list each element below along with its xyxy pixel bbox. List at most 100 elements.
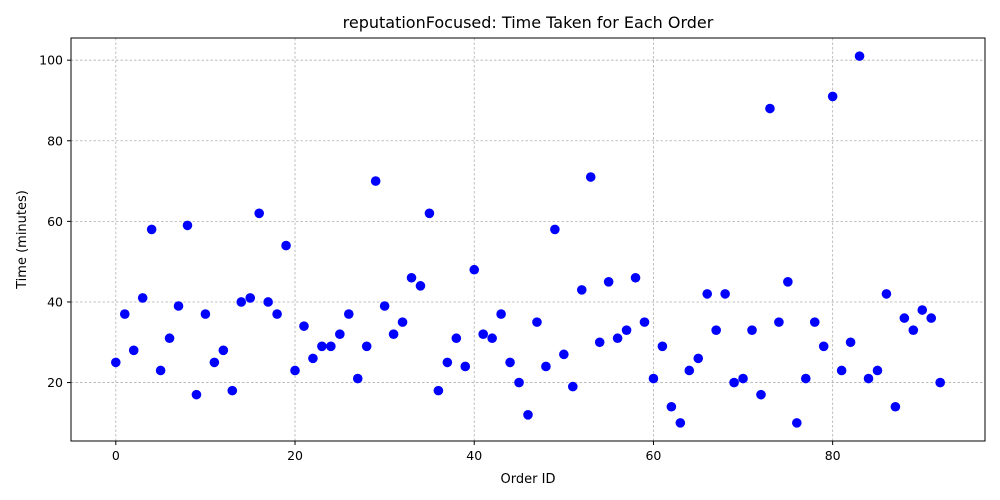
data-point (200, 309, 211, 319)
data-point (173, 301, 184, 311)
data-point (335, 329, 345, 340)
data-point (783, 277, 793, 287)
data-point (568, 381, 578, 392)
data-point (155, 365, 166, 376)
data-point (496, 309, 506, 319)
x-tick-label: 40 (466, 448, 482, 463)
x-axis-ticks: 0 20 40 60 80 (112, 441, 841, 463)
y-tick-label: 60 (47, 214, 63, 229)
data-point (738, 373, 748, 384)
data-point (935, 377, 945, 388)
data-point (917, 305, 928, 315)
data-point (872, 365, 883, 376)
data-point (415, 281, 426, 291)
x-tick-label: 20 (287, 448, 303, 463)
data-point (541, 361, 551, 372)
data-point (433, 385, 444, 396)
data-point (765, 103, 775, 114)
data-point (218, 345, 229, 356)
data-point (451, 333, 462, 344)
data-point (603, 277, 614, 287)
data-point (800, 373, 811, 384)
data-point (505, 357, 515, 368)
data-point (657, 341, 668, 352)
data-point (254, 208, 264, 219)
data-point (514, 377, 524, 388)
data-point (460, 361, 471, 372)
data-point (648, 373, 659, 384)
data-point (343, 309, 354, 319)
data-point (756, 389, 766, 400)
data-point (845, 337, 856, 348)
data-point (469, 264, 480, 275)
data-point (478, 329, 488, 340)
data-point (550, 224, 560, 235)
data-point (827, 91, 838, 102)
data-point (639, 317, 650, 327)
data-point (227, 385, 238, 396)
data-point (361, 341, 372, 352)
data-point (326, 341, 336, 352)
data-point (881, 289, 892, 299)
data-point (774, 317, 784, 327)
data-point (406, 272, 417, 283)
data-point (352, 373, 363, 384)
data-point (164, 333, 175, 344)
data-point (146, 224, 157, 235)
data-point (137, 293, 148, 303)
data-point (532, 317, 542, 327)
y-axis-label: Time (minutes) (15, 190, 30, 290)
grid-lines (71, 38, 985, 441)
plot-frame (70, 37, 986, 442)
y-tick-label: 40 (47, 294, 63, 309)
data-point (926, 313, 937, 323)
data-point (487, 333, 497, 344)
data-point (281, 240, 291, 251)
data-point (675, 418, 686, 428)
data-point (119, 309, 130, 319)
data-point (263, 297, 273, 307)
data-point (711, 325, 721, 335)
x-tick-label: 60 (645, 448, 661, 463)
data-points (111, 51, 945, 428)
y-tick-label: 100 (39, 53, 63, 68)
y-tick-label: 80 (47, 133, 63, 148)
data-point (523, 410, 533, 420)
data-point (792, 418, 802, 428)
data-point (729, 377, 739, 388)
data-point (209, 357, 220, 368)
data-point (594, 337, 605, 348)
data-point (111, 357, 121, 368)
data-point (576, 285, 587, 295)
data-point (890, 401, 901, 412)
x-axis-label: Order ID (501, 472, 556, 487)
data-point (182, 220, 193, 231)
chart-title: reputationFocused: Time Taken for Each O… (343, 13, 714, 32)
data-point (442, 357, 453, 368)
data-point (693, 353, 704, 364)
data-point (720, 289, 730, 299)
data-point (666, 401, 677, 412)
x-tick-label: 0 (112, 448, 120, 463)
y-axis-ticks: 20 40 60 80 100 (39, 53, 71, 390)
data-point (317, 341, 327, 352)
data-point (630, 272, 641, 283)
data-point (299, 321, 309, 331)
data-point (809, 317, 820, 327)
data-point (370, 176, 381, 186)
data-point (272, 309, 282, 319)
data-point (379, 301, 390, 311)
data-point (388, 329, 399, 340)
data-point (612, 333, 623, 344)
data-point (559, 349, 569, 360)
data-point (621, 325, 632, 335)
data-point (308, 353, 318, 364)
data-point (191, 389, 202, 400)
data-point (585, 172, 596, 182)
data-point (245, 293, 256, 303)
data-point (863, 373, 874, 384)
data-point (424, 208, 435, 219)
y-tick-label: 20 (47, 375, 63, 390)
data-point (836, 365, 847, 376)
